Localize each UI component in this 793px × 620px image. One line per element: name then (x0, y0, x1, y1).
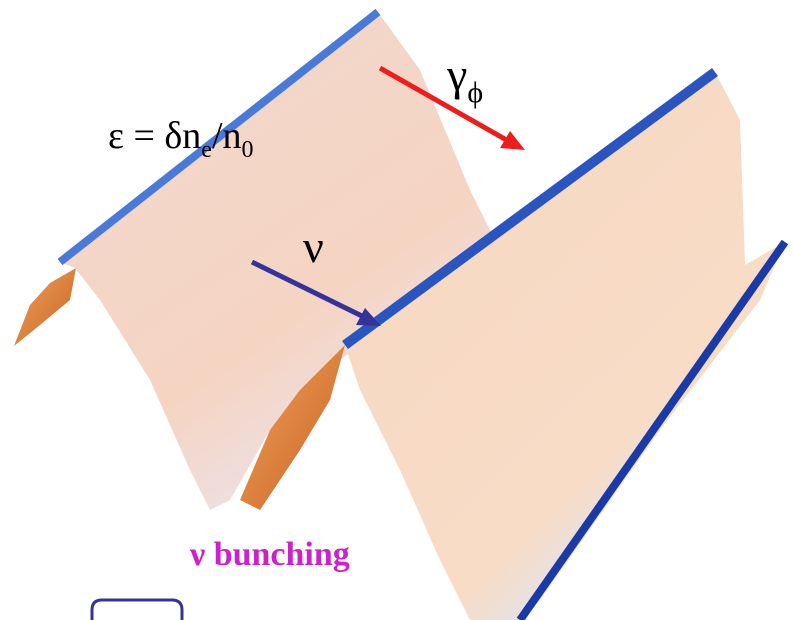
nu-label: ν (303, 221, 324, 272)
density-sub: e (201, 137, 212, 163)
density-sub: 0 (242, 137, 254, 163)
underside-left (14, 268, 76, 346)
density-mid: /n (212, 115, 242, 157)
gamma-label: γϕ (446, 49, 483, 109)
bunching-label: ν bunching (189, 536, 350, 573)
surface (14, 12, 785, 620)
gamma-main: γ (446, 49, 467, 100)
illustration: ε = δne/n0 γϕ ν ν bunching (0, 0, 793, 620)
density-main: ε = δn (108, 115, 201, 157)
gamma-sub: ϕ (467, 76, 483, 109)
density-label: ε = δne/n0 (108, 115, 254, 163)
bracket (92, 600, 182, 620)
